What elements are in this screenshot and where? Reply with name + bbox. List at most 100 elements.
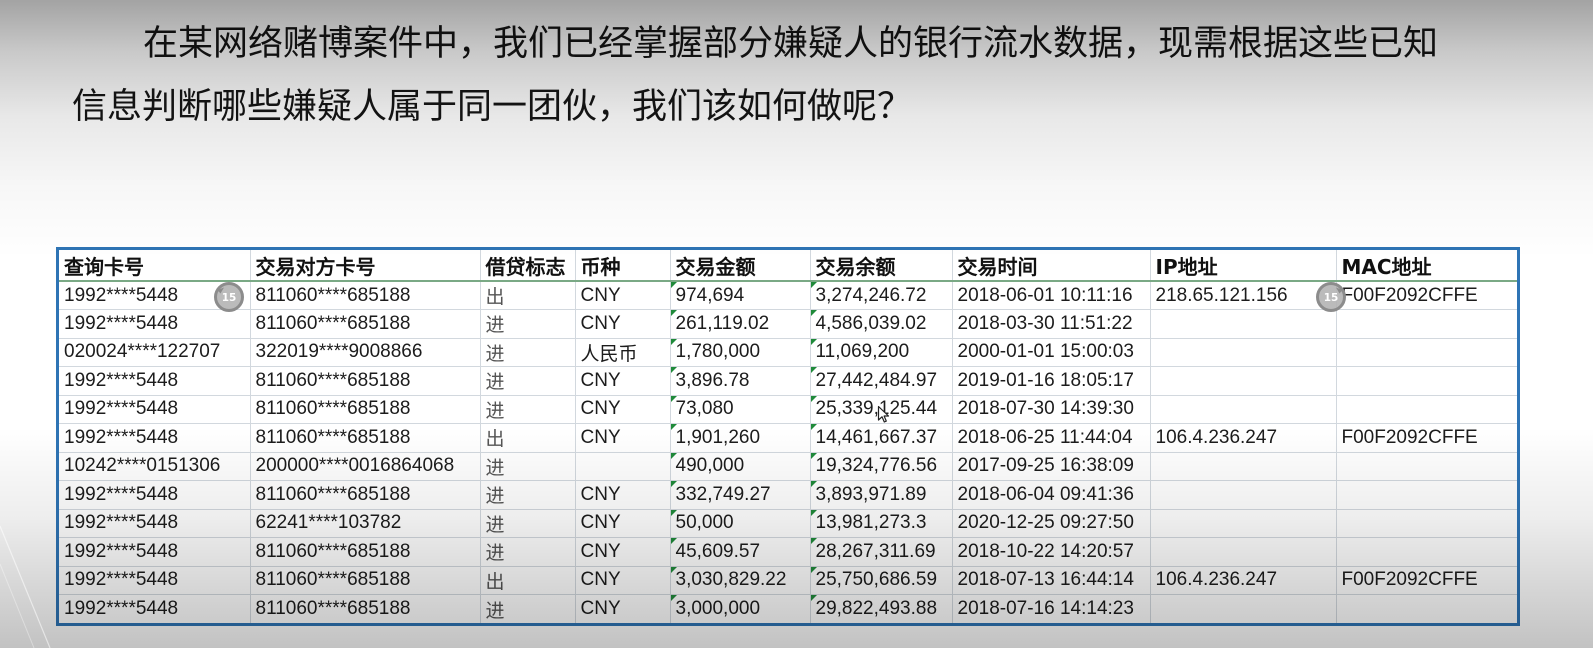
- column-header-mac-address: MAC地址: [1336, 250, 1517, 282]
- mac-address-cell: [1336, 480, 1517, 510]
- currency-cell: CNY: [575, 537, 671, 567]
- transaction-balance-cell: 4,586,039.02: [810, 309, 953, 339]
- debit-credit-flag-cell: 进: [480, 338, 576, 367]
- column-header-debit-credit-flag: 借贷标志: [480, 250, 576, 282]
- forward-15-button[interactable]: 15: [1315, 281, 1347, 313]
- column-header-ip-address: IP地址: [1150, 250, 1337, 282]
- rewind-15-label: 15: [222, 292, 237, 304]
- transaction-amount-cell: 974,694: [670, 281, 811, 310]
- debit-credit-flag-cell: 出: [480, 281, 576, 310]
- rewind-15-button[interactable]: 15: [213, 281, 245, 313]
- table-row: 1992****5448 811060****685188 出 CNY 1,901,26…: [59, 423, 1517, 453]
- transaction-balance-cell: 13,981,273.3: [810, 509, 953, 538]
- table-row: 1992****5448 811060****685188 进 CNY 3,000,00…: [59, 594, 1517, 624]
- counterparty-card-number-cell: 811060****685188: [250, 480, 481, 510]
- query-card-number-cell: 1992****5448: [59, 366, 251, 396]
- transaction-balance-cell: 25,339,125.44: [810, 395, 953, 424]
- transaction-amount-cell: 490,000: [670, 452, 811, 481]
- bank-statement-table: 查询卡号 交易对方卡号 借贷标志 币种 交易金额 交易余额 交易时间 IP地址 MAC地址 19…: [56, 247, 1520, 626]
- transaction-amount-cell: 3,000,000: [670, 594, 811, 623]
- transaction-amount-cell: 1,901,260: [670, 423, 811, 453]
- transaction-time-cell: 2000-01-01 15:00:03: [952, 338, 1151, 367]
- transaction-balance-cell: 14,461,667.37: [810, 423, 953, 453]
- transactions-table: 查询卡号 交易对方卡号 借贷标志 币种 交易金额 交易余额 交易时间 IP地址 MAC地址 19…: [59, 250, 1517, 623]
- transaction-balance-cell: 25,750,686.59: [810, 566, 953, 595]
- query-card-number-cell: 1992****5448: [59, 395, 251, 424]
- currency-cell: CNY: [575, 281, 671, 310]
- counterparty-card-number-cell: 200000****0016864068: [250, 452, 481, 481]
- transaction-time-cell: 2018-06-01 10:11:16: [952, 281, 1151, 310]
- transaction-time-cell: 2018-10-22 14:20:57: [952, 537, 1151, 567]
- ip-address-cell: [1150, 537, 1337, 567]
- ip-address-cell: 106.4.236.247: [1150, 566, 1337, 595]
- query-card-number-cell: 1992****5448: [59, 423, 251, 453]
- query-card-number-cell: 1992****5448: [59, 309, 251, 339]
- transaction-balance-cell: 27,442,484.97: [810, 366, 953, 396]
- forward-15-label: 15: [1324, 292, 1339, 304]
- currency-cell: CNY: [575, 566, 671, 595]
- currency-cell: [575, 452, 671, 481]
- table-row: 1992****5448 811060****685188 进 CNY 261,119.…: [59, 309, 1517, 339]
- question-line-2: 信息判断哪些嫌疑人属于同一团伙，我们该如何做呢？: [72, 87, 913, 127]
- debit-credit-flag-cell: 进: [480, 366, 576, 396]
- table-row: 1992****5448 811060****685188 进 CNY 73,080 25…: [59, 395, 1517, 424]
- transaction-time-cell: 2018-07-30 14:39:30: [952, 395, 1151, 424]
- transaction-amount-cell: 3,896.78: [670, 366, 811, 396]
- mouse-cursor-icon: [877, 405, 890, 423]
- currency-cell: 人民币: [575, 338, 671, 367]
- forward-15-icon: 15: [1316, 282, 1346, 312]
- table-row: 1992****5448 811060****685188 出 CNY 974,694 3…: [59, 281, 1517, 310]
- query-card-number-cell: 020024****122707: [59, 338, 251, 367]
- mac-address-cell: [1336, 366, 1517, 396]
- transaction-time-cell: 2018-06-25 11:44:04: [952, 423, 1151, 453]
- mac-address-cell: [1336, 595, 1517, 624]
- column-header-transaction-amount: 交易金额: [670, 250, 811, 282]
- column-header-query-card-number: 查询卡号: [59, 250, 251, 282]
- transaction-balance-cell: 11,069,200: [810, 338, 953, 367]
- query-card-number-cell: 1992****5448: [59, 509, 251, 538]
- question-line-1: 在某网络赌博案件中，我们已经掌握部分嫌疑人的银行流水数据，现需根据这些已知: [143, 24, 1439, 64]
- debit-credit-flag-cell: 进: [480, 452, 576, 481]
- ip-address-cell: [1150, 338, 1337, 367]
- ip-address-cell: [1150, 509, 1337, 538]
- counterparty-card-number-cell: 811060****685188: [250, 366, 481, 396]
- mac-address-cell: F00F2092CFFE: [1336, 423, 1517, 453]
- currency-cell: CNY: [575, 509, 671, 538]
- ip-address-cell: [1150, 594, 1337, 623]
- ip-address-cell: [1150, 309, 1337, 339]
- header-row: 查询卡号 交易对方卡号 借贷标志 币种 交易金额 交易余额 交易时间 IP地址 MAC地址: [59, 250, 1517, 282]
- transaction-time-cell: 2017-09-25 16:38:09: [952, 452, 1151, 481]
- currency-cell: CNY: [575, 594, 671, 623]
- transaction-time-cell: 2018-07-13 16:44:14: [952, 566, 1151, 595]
- transaction-time-cell: 2018-06-04 09:41:36: [952, 480, 1151, 510]
- counterparty-card-number-cell: 811060****685188: [250, 537, 481, 567]
- transaction-time-cell: 2019-01-16 18:05:17: [952, 366, 1151, 396]
- debit-credit-flag-cell: 进: [480, 509, 576, 538]
- mac-address-cell: F00F2092CFFE: [1336, 566, 1517, 595]
- table-body: 1992****5448 811060****685188 出 CNY 974,694 3…: [59, 281, 1517, 623]
- transaction-time-cell: 2018-07-16 14:14:23: [952, 594, 1151, 623]
- counterparty-card-number-cell: 811060****685188: [250, 566, 481, 595]
- counterparty-card-number-cell: 811060****685188: [250, 594, 481, 623]
- transaction-time-cell: 2018-03-30 11:51:22: [952, 309, 1151, 339]
- debit-credit-flag-cell: 进: [480, 480, 576, 510]
- question-paragraph: 在某网络赌博案件中，我们已经掌握部分嫌疑人的银行流水数据，现需根据这些已知 信息…: [72, 13, 1438, 139]
- debit-credit-flag-cell: 进: [480, 395, 576, 424]
- table-row: 1992****5448 811060****685188 进 CNY 3,896.78…: [59, 366, 1517, 396]
- debit-credit-flag-cell: 进: [480, 594, 576, 623]
- ip-address-cell: [1150, 395, 1337, 424]
- counterparty-card-number-cell: 62241****103782: [250, 509, 481, 538]
- ip-address-cell: [1150, 366, 1337, 396]
- table-row: 10242****0151306 200000****0016864068 进 490…: [59, 452, 1517, 481]
- query-card-number-cell: 10242****0151306: [59, 452, 251, 481]
- ip-address-cell: [1150, 452, 1337, 481]
- transaction-balance-cell: 29,822,493.88: [810, 594, 953, 623]
- counterparty-card-number-cell: 811060****685188: [250, 395, 481, 424]
- debit-credit-flag-cell: 进: [480, 537, 576, 567]
- transaction-amount-cell: 1,780,000: [670, 338, 811, 367]
- counterparty-card-number-cell: 322019****9008866: [250, 338, 481, 367]
- table-row: 1992****5448 811060****685188 出 CNY 3,030,82…: [59, 566, 1517, 595]
- mac-address-cell: [1336, 395, 1517, 424]
- mac-address-cell: [1336, 452, 1517, 481]
- transaction-amount-cell: 261,119.02: [670, 309, 811, 339]
